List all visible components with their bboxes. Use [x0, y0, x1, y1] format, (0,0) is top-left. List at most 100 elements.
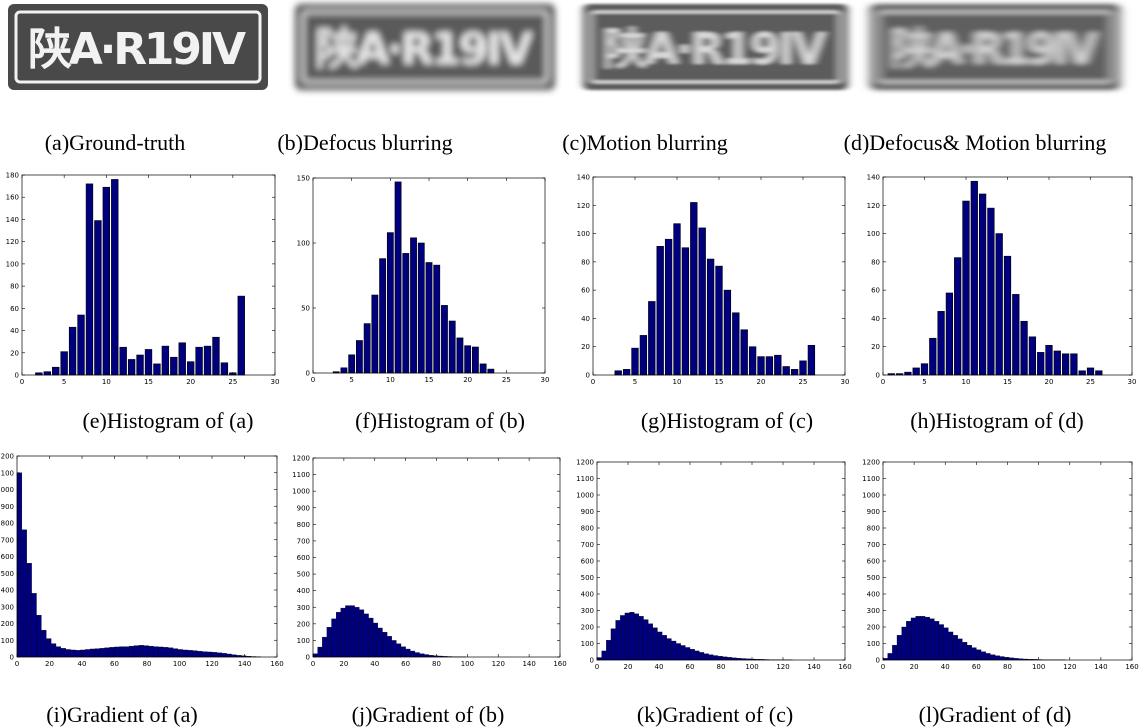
bar	[187, 650, 193, 658]
bar	[699, 652, 705, 661]
x-tick-label: 20	[757, 378, 766, 386]
y-tick-label: 120	[867, 202, 880, 210]
bar	[386, 636, 392, 658]
y-tick-label: 800	[867, 525, 880, 533]
bar	[102, 186, 111, 376]
y-tick-label: 120	[6, 238, 19, 246]
bar	[610, 628, 616, 661]
bar	[774, 354, 782, 376]
bar	[807, 344, 816, 376]
axes-frame	[312, 177, 546, 374]
bar	[163, 647, 169, 658]
y-tick-label: 900	[297, 504, 310, 512]
bar	[990, 654, 996, 661]
x-tick-label: 15	[1003, 378, 1012, 386]
x-tick-label: 0	[15, 660, 19, 668]
bar	[119, 346, 127, 376]
x-tick-label: 100	[745, 663, 758, 671]
x-tick-label: 160	[1125, 663, 1138, 671]
plate-background	[8, 4, 268, 90]
bar	[740, 329, 748, 376]
bar	[419, 653, 425, 658]
bar	[312, 653, 318, 658]
bar	[652, 627, 658, 661]
bar	[694, 650, 700, 661]
bar	[373, 622, 378, 658]
y-tick-label: 300	[581, 607, 594, 615]
x-tick-label: 40	[941, 663, 950, 671]
bar	[708, 654, 714, 661]
y-tick-label: 100	[867, 640, 880, 648]
bar	[414, 652, 420, 658]
x-tick-label: 40	[655, 663, 664, 671]
x-tick-label: 40	[78, 660, 87, 668]
bar	[622, 369, 631, 376]
y-tick-label: 400	[581, 591, 594, 599]
bar	[1045, 344, 1053, 376]
bar	[128, 645, 135, 658]
y-tick-label: 0	[15, 372, 19, 380]
bar	[206, 651, 213, 658]
bar	[948, 631, 954, 661]
x-tick-label: 20	[463, 376, 472, 384]
y-tick-label: 80	[871, 258, 880, 266]
bar	[50, 643, 57, 658]
bar	[748, 346, 757, 376]
bar	[698, 227, 706, 376]
bar	[765, 356, 774, 376]
x-tick-label: 60	[401, 660, 410, 668]
x-tick-label: 80	[1003, 663, 1012, 671]
bar	[211, 652, 218, 658]
y-tick-label: 20	[871, 343, 880, 351]
x-tick-label: 30	[1128, 378, 1137, 386]
x-tick-label: 20	[186, 378, 195, 386]
y-tick-label: 500	[867, 574, 880, 582]
y-tick-label: 300	[1, 603, 14, 611]
y-tick-label: 50	[301, 305, 310, 313]
y-tick-label: 140	[577, 174, 590, 182]
bar	[648, 301, 656, 376]
y-tick-label: 400	[297, 587, 310, 595]
bar	[639, 335, 648, 376]
bar	[203, 345, 212, 376]
plate-text: 陕A·R19IV	[603, 24, 828, 75]
bar	[216, 652, 222, 658]
bar	[945, 292, 954, 376]
bar	[685, 647, 691, 661]
y-tick-label: 600	[581, 558, 594, 566]
bar	[1004, 657, 1010, 661]
bar	[195, 346, 203, 376]
bar	[887, 653, 893, 661]
x-tick-label: 120	[492, 660, 505, 668]
x-tick-label: 0	[20, 378, 24, 386]
bar	[456, 337, 464, 374]
bar	[237, 295, 245, 376]
y-tick-label: 160	[6, 194, 19, 202]
bar	[161, 345, 170, 376]
x-tick-label: 15	[715, 378, 724, 386]
x-tick-label: 5	[922, 378, 926, 386]
bar	[479, 363, 487, 374]
bar	[987, 207, 995, 376]
y-tick-label: 700	[867, 541, 880, 549]
x-tick-label: 80	[717, 663, 726, 671]
bar	[94, 220, 102, 376]
image-caption: (d)Defocus& Motion blurring	[844, 130, 1107, 155]
bar	[634, 613, 640, 661]
bar	[148, 645, 154, 658]
x-tick-label: 140	[238, 660, 251, 668]
x-tick-label: 5	[62, 378, 66, 386]
y-tick-label: 1200	[862, 459, 880, 467]
plate-text: 陕A·R19IV	[28, 24, 248, 75]
y-tick-label: 800	[297, 521, 310, 529]
bar	[368, 617, 374, 658]
bar	[892, 645, 898, 661]
y-tick-label: 0	[590, 657, 594, 665]
y-tick-label: 1100	[862, 475, 880, 483]
bar	[400, 646, 406, 658]
bar	[359, 609, 365, 658]
bar	[629, 612, 635, 661]
bar	[615, 620, 621, 661]
bar	[178, 342, 186, 376]
